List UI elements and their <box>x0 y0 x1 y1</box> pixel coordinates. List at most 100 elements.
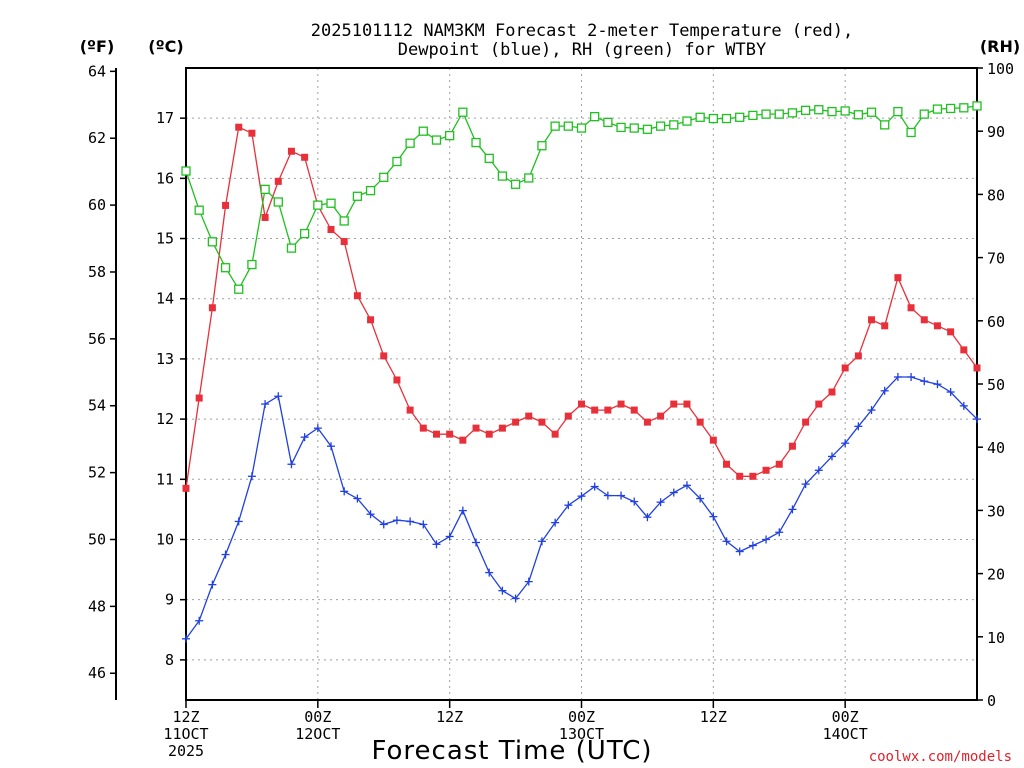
data-point <box>287 460 296 469</box>
data-point <box>577 492 586 501</box>
fahrenheit-tick-label: 60 <box>88 196 106 214</box>
data-point <box>182 484 190 492</box>
data-point <box>234 517 243 526</box>
data-point <box>748 110 758 121</box>
x-tick-label: 00Z <box>304 708 331 726</box>
data-point <box>616 122 626 133</box>
data-point <box>485 568 494 577</box>
data-point <box>365 185 376 196</box>
data-point <box>933 322 941 330</box>
data-point <box>603 117 613 128</box>
data-point <box>629 123 639 133</box>
data-point <box>379 520 388 529</box>
data-point <box>431 135 442 145</box>
data-point <box>510 179 521 189</box>
data-point <box>933 380 942 389</box>
data-point <box>274 392 283 401</box>
data-point <box>248 129 256 137</box>
data-point <box>866 107 877 117</box>
data-point <box>787 108 798 118</box>
data-point <box>497 171 508 181</box>
data-point <box>313 200 323 210</box>
data-point <box>630 406 638 414</box>
rh-tick-label: 10 <box>987 629 1005 647</box>
data-point <box>537 537 546 546</box>
celsius-unit-label: (ºC) <box>148 37 183 56</box>
data-point <box>669 488 678 497</box>
celsius-tick-label: 13 <box>156 350 174 368</box>
data-point <box>853 110 863 120</box>
data-point <box>630 497 639 506</box>
data-point <box>881 322 889 330</box>
data-point <box>564 501 573 510</box>
data-point <box>894 274 902 282</box>
gridlines <box>186 68 977 700</box>
data-point <box>945 103 956 114</box>
data-point <box>208 304 216 312</box>
data-point <box>827 452 836 461</box>
data-point <box>563 121 573 131</box>
rh-tick-label: 80 <box>987 186 1005 204</box>
data-point <box>406 517 415 526</box>
data-point <box>788 505 797 514</box>
x-tick-label: 11OCT <box>163 725 208 743</box>
data-point <box>458 506 467 515</box>
data-point <box>642 124 653 134</box>
data-point <box>682 481 691 490</box>
data-point <box>366 510 375 519</box>
data-point <box>485 430 493 438</box>
data-point <box>775 528 784 537</box>
data-point <box>735 112 745 122</box>
data-point <box>299 228 310 239</box>
data-point <box>564 412 572 420</box>
data-point <box>709 436 717 444</box>
data-point <box>207 237 218 247</box>
data-point <box>340 487 349 496</box>
x-tick-label: 13OCT <box>559 725 604 743</box>
data-point <box>392 516 401 525</box>
data-point <box>655 121 666 131</box>
rh-tick-label: 90 <box>987 123 1005 141</box>
data-point <box>379 172 389 182</box>
data-point <box>445 532 454 541</box>
data-point <box>247 472 256 481</box>
credit-label: coolwx.com/models <box>869 749 1012 765</box>
data-point <box>471 137 481 148</box>
data-point <box>234 284 244 294</box>
rh-tick-label: 100 <box>987 60 1014 78</box>
data-point <box>841 364 849 372</box>
plot-frame <box>185 67 978 701</box>
data-point <box>788 442 796 450</box>
data-point <box>551 518 560 527</box>
data-point <box>472 424 480 432</box>
data-point <box>603 491 612 500</box>
data-point <box>919 109 929 119</box>
data-point <box>327 442 336 451</box>
series-rh <box>181 101 982 294</box>
data-point <box>591 406 599 414</box>
data-point <box>261 213 269 221</box>
data-point <box>459 436 467 444</box>
fahrenheit-tick-label: 46 <box>88 664 106 682</box>
data-point <box>524 173 534 183</box>
data-point <box>959 103 969 113</box>
data-point <box>235 123 243 131</box>
data-point <box>696 494 705 503</box>
data-point <box>932 104 943 114</box>
chart-title-line1: 2025101112 NAM3KM Forecast 2-meter Tempe… <box>311 21 853 41</box>
data-point <box>445 130 455 141</box>
data-point <box>880 120 890 130</box>
data-point <box>261 400 270 409</box>
data-point <box>590 112 600 122</box>
data-point <box>736 472 744 480</box>
x-tick-label: 14OCT <box>823 725 868 743</box>
rh-tick-label: 60 <box>987 313 1005 331</box>
data-point <box>683 400 691 408</box>
data-point <box>578 400 585 408</box>
data-point <box>828 388 836 396</box>
rh-tick-label: 50 <box>987 376 1005 394</box>
axes: 46 48 50 52 54 56 58 60 62 64 8 9 10 11 12 13 14 15 16 17 0 1… <box>88 60 1014 710</box>
data-point <box>973 415 981 424</box>
